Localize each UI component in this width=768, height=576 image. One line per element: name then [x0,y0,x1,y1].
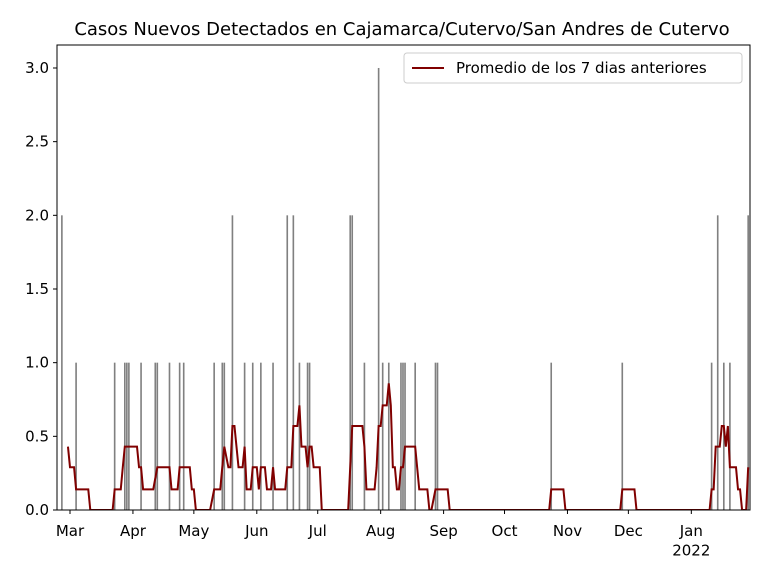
x-tick-label: Sep [429,522,457,540]
bar [75,362,77,510]
y-tick-label: 1.0 [25,354,49,372]
bar [154,362,157,510]
bar [710,362,713,510]
y-tick-label: 2.0 [25,206,49,224]
line [66,383,750,510]
legend-box [403,52,743,84]
bar [404,362,406,510]
bar [292,215,295,511]
bar [387,362,390,510]
bar [223,362,226,510]
bar [168,362,171,510]
bar [716,215,719,511]
bar [221,362,224,510]
y-tick-label: 0.0 [25,501,49,519]
bar [621,362,624,510]
bar [231,215,234,511]
bar [272,362,274,510]
bar [128,362,130,510]
bar [722,362,725,510]
chart-title: Casos Nuevos Detectados en Cajamarca/Cut… [74,19,729,40]
bar [729,362,731,510]
x-tick-label: Apr [120,522,147,540]
bar [251,362,254,510]
legend-label: Promedio de los 7 dias anteriores [456,59,707,77]
bar [124,362,126,510]
bar [400,362,402,510]
x-tick-label: Oct [492,522,518,540]
bar [156,362,159,510]
x-tick-label: Dec [614,522,643,540]
y-tick-label: 2.5 [25,133,49,151]
bar [377,67,380,510]
bar [381,362,384,510]
bar [213,362,215,510]
bar [436,362,439,510]
bar [140,362,142,510]
bar [308,362,311,510]
y-tick-label: 0.5 [25,427,49,445]
y-tick-label: 3.0 [25,59,49,77]
bar [747,215,749,511]
bar [402,362,404,510]
bar [550,362,553,510]
plot-frame [56,44,751,511]
x-tick-label: Jul [308,522,327,540]
x-tick-label: May [178,522,209,540]
bar [298,362,301,510]
x-tick-label: Jan 2022 [672,522,710,560]
bar [126,362,128,510]
x-tick-label: Mar [56,522,85,540]
bar [434,362,437,510]
bar [61,215,63,511]
bar [349,215,352,511]
bar [243,362,246,510]
bar [351,215,354,511]
bar [260,362,262,510]
x-tick-label: Jun [244,522,268,540]
bar [182,362,185,510]
bar [414,362,416,510]
bar [363,362,366,510]
x-tick-label: Aug [366,522,395,540]
bar [286,215,289,511]
x-tick-label: Nov [553,522,582,540]
y-tick-label: 1.5 [25,280,49,298]
bar [178,362,181,510]
bar [306,362,309,510]
bar [113,362,116,510]
